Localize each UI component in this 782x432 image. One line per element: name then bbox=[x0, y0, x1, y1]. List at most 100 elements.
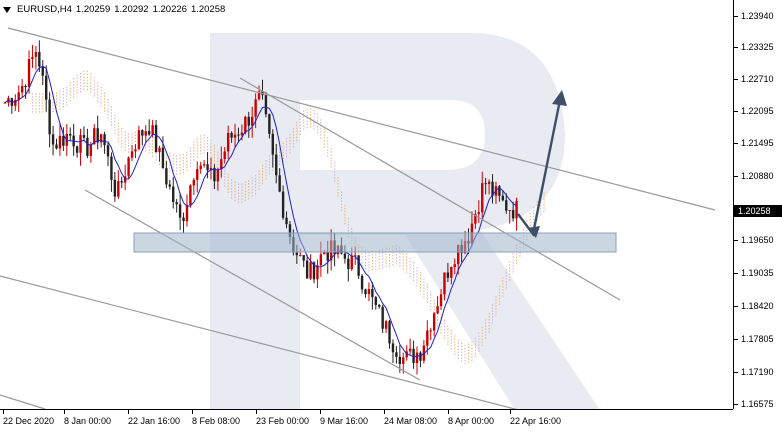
candle-body bbox=[96, 128, 99, 143]
candle-body bbox=[220, 159, 223, 170]
price-label: 1.18420 bbox=[741, 301, 774, 311]
time-label: 9 Mar 16:00 bbox=[320, 416, 369, 426]
candle-body bbox=[323, 252, 326, 255]
time-tick bbox=[448, 410, 449, 414]
support-zone[interactable] bbox=[133, 232, 617, 253]
candle-body bbox=[271, 133, 274, 155]
candle-body bbox=[319, 254, 323, 266]
candle-body bbox=[58, 135, 62, 149]
moving-average-line bbox=[4, 65, 517, 358]
candle-body bbox=[498, 186, 501, 196]
time-scale[interactable]: 22 Dec 2020 8 Jan 00:00 22 Jan 16:00 8 Feb … bbox=[0, 409, 733, 432]
candle-body bbox=[364, 289, 367, 295]
candle-body bbox=[395, 352, 398, 357]
candle-body bbox=[367, 289, 371, 295]
candle-body bbox=[123, 176, 127, 183]
candle-body bbox=[31, 56, 34, 60]
price-label: 1.23940 bbox=[741, 11, 774, 21]
candle-body bbox=[130, 151, 134, 158]
candle-body bbox=[113, 179, 117, 197]
time-tick bbox=[384, 410, 385, 414]
trendline-lower-1[interactable] bbox=[0, 275, 600, 409]
candle-body bbox=[178, 204, 182, 218]
price-label: 1.17805 bbox=[741, 334, 774, 344]
candle-body bbox=[45, 75, 48, 100]
price-label: 1.20880 bbox=[741, 171, 774, 181]
price-tick bbox=[734, 372, 738, 373]
chevron-down-icon[interactable] bbox=[3, 6, 11, 13]
time-label: 24 Mar 08:00 bbox=[384, 416, 438, 426]
candle-body bbox=[192, 179, 196, 186]
time-tick bbox=[3, 410, 4, 414]
candle-body bbox=[446, 272, 450, 278]
candle-body bbox=[481, 183, 484, 213]
candle-body bbox=[474, 213, 477, 224]
candle-body bbox=[511, 210, 515, 219]
trendline-channel-bottom[interactable] bbox=[84, 189, 421, 381]
trendline-channel-top[interactable] bbox=[239, 77, 621, 301]
candle-body bbox=[357, 255, 360, 276]
candle-body bbox=[38, 52, 41, 67]
candle-body bbox=[82, 135, 86, 138]
candle-body bbox=[278, 175, 281, 192]
time-tick bbox=[64, 410, 65, 414]
candle-body bbox=[508, 210, 511, 212]
candle-body bbox=[240, 132, 244, 136]
candle-body bbox=[185, 204, 189, 222]
candle-body bbox=[429, 330, 432, 332]
chart-title: EURUSD,H4 1.20259 1.20292 1.20226 1.2025… bbox=[3, 4, 225, 15]
candle-body bbox=[457, 244, 460, 265]
candle-body bbox=[75, 146, 79, 153]
candle-body bbox=[168, 184, 171, 187]
watermark-logo bbox=[210, 33, 600, 409]
candle-body bbox=[175, 202, 178, 205]
price-chart-area[interactable] bbox=[0, 0, 733, 409]
candle-body bbox=[453, 264, 456, 267]
candle-body bbox=[371, 289, 374, 298]
candle-body bbox=[230, 132, 233, 138]
time-tick bbox=[510, 410, 511, 414]
price-label: 1.21495 bbox=[741, 138, 774, 148]
candle-body bbox=[381, 306, 384, 329]
candle-body bbox=[257, 91, 261, 100]
trendline-lower-2[interactable] bbox=[0, 394, 46, 409]
candle-body bbox=[391, 343, 395, 353]
candle-body bbox=[226, 132, 230, 152]
candle-body bbox=[275, 154, 278, 176]
candle-body bbox=[213, 167, 216, 182]
candle-body bbox=[436, 306, 439, 314]
time-label: 23 Feb 00:00 bbox=[256, 416, 310, 426]
candle-body bbox=[172, 186, 175, 203]
candle-body bbox=[415, 352, 419, 364]
trendline-upper[interactable] bbox=[7, 27, 716, 211]
candle-body bbox=[137, 130, 141, 150]
candle-body bbox=[120, 181, 123, 183]
candle-body bbox=[288, 224, 292, 237]
candle-body bbox=[426, 330, 429, 346]
candle-body bbox=[398, 356, 402, 364]
candle-body bbox=[106, 145, 110, 157]
price-tick bbox=[734, 339, 738, 340]
candle-body bbox=[384, 321, 388, 329]
candle-body bbox=[41, 66, 44, 76]
candle-body bbox=[134, 149, 137, 152]
time-label: 22 Dec 2020 bbox=[3, 416, 55, 426]
price-tick bbox=[734, 79, 738, 80]
candle-body bbox=[199, 165, 202, 170]
price-label: 1.22710 bbox=[741, 74, 774, 84]
candle-body bbox=[99, 134, 103, 143]
candle-body bbox=[110, 156, 113, 180]
price-scale[interactable]: 1.23940 1.23325 1.22710 1.22095 1.21495 1.208… bbox=[733, 0, 782, 409]
open-price: 1.20259 bbox=[75, 4, 111, 15]
candle-body bbox=[3, 102, 7, 104]
price-tick bbox=[734, 176, 738, 177]
candle-body bbox=[117, 181, 120, 197]
candle-body bbox=[350, 255, 353, 270]
candle-body bbox=[312, 262, 316, 280]
candle-body bbox=[347, 258, 350, 270]
candle-body bbox=[55, 144, 58, 149]
candle-body bbox=[450, 266, 453, 278]
candle-body bbox=[69, 133, 72, 136]
forecast-arrow[interactable] bbox=[517, 90, 567, 238]
